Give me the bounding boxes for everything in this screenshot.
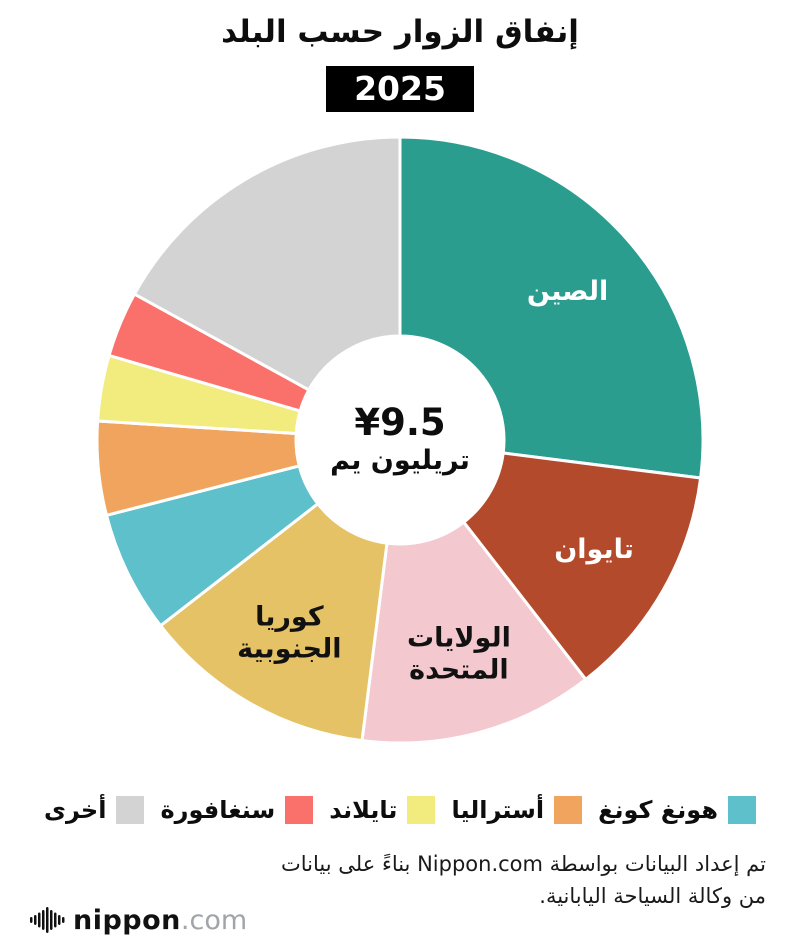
pie-slice-1 — [462, 451, 703, 681]
legend-item-2: تايلاند — [329, 795, 436, 824]
credit-line-1: تم إعداد البيانات بواسطة Nippon.com بناء… — [281, 851, 766, 876]
chart-legend: أخرى سنغافورة تايلاند أستراليا هونغ كونغ — [0, 795, 800, 824]
legend-label: أستراليا — [451, 795, 545, 824]
legend-label: تايلاند — [329, 795, 398, 824]
pie-slice-0 — [398, 135, 705, 480]
footer: تم إعداد البيانات بواسطة Nippon.com بناء… — [0, 848, 800, 948]
legend-label: سنغافورة — [160, 795, 276, 824]
legend-label: هونغ كونغ — [598, 795, 718, 824]
legend-item-3: أستراليا — [451, 795, 583, 824]
logo-suffix: .com — [180, 904, 248, 936]
nippon-logo: nippon.com — [30, 905, 247, 936]
logo-wordmark: nippon.com — [73, 905, 247, 936]
legend-item-1: سنغافورة — [160, 795, 314, 824]
legend-swatch — [285, 795, 314, 824]
total-spending-unit: تريليون يم — [330, 445, 470, 477]
year-badge: 2025 — [326, 66, 474, 112]
donut-chart-svg — [95, 135, 705, 745]
data-credit: تم إعداد البيانات بواسطة Nippon.com بناء… — [34, 848, 766, 913]
credit-line-2: من وكالة السياحة اليابانية. — [539, 884, 766, 909]
logo-text: nippon — [73, 904, 181, 936]
soundwave-icon — [30, 907, 65, 934]
legend-swatch — [116, 795, 145, 824]
page-title: إنفاق الزوار حسب البلد — [221, 14, 579, 50]
pie-slice-2 — [360, 520, 588, 745]
pie-slice-8 — [132, 135, 402, 391]
pie-slice-3 — [159, 501, 389, 742]
legend-swatch — [727, 795, 756, 824]
total-spending-value: ¥9.5 — [354, 400, 446, 444]
legend-label: أخرى — [44, 795, 107, 824]
legend-swatch — [554, 795, 583, 824]
legend-item-0: أخرى — [44, 795, 145, 824]
legend-swatch — [407, 795, 436, 824]
chart-center-label: ¥9.5 تريليون يم — [330, 400, 470, 477]
legend-item-4: هونغ كونغ — [598, 795, 756, 824]
donut-chart: الصين تايوان الولايات المتحدة كوريا الجنوبية … — [90, 130, 710, 750]
